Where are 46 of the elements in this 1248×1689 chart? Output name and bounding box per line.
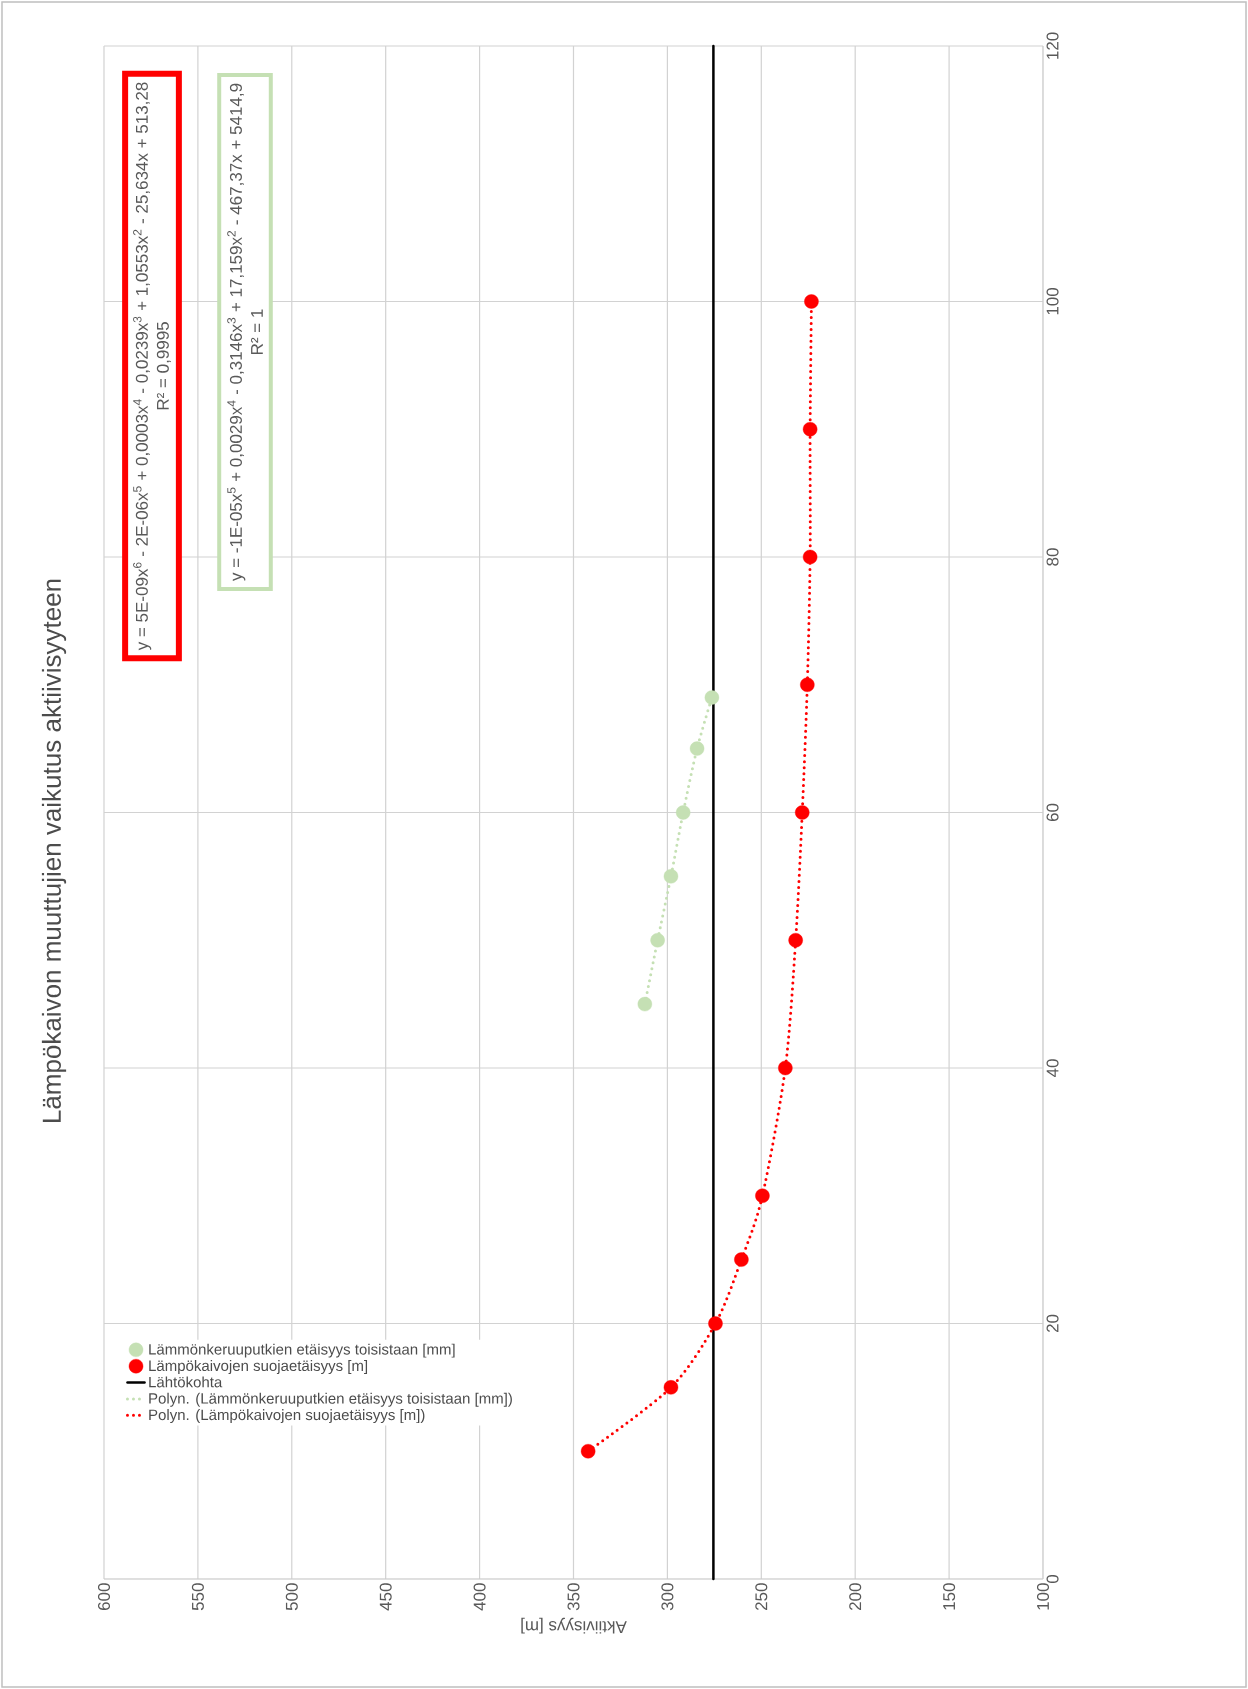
- point: [675, 805, 691, 820]
- point: [708, 1316, 723, 1331]
- x-tick-label: 250: [755, 1583, 768, 1611]
- x-tick-label: 600: [97, 1583, 111, 1611]
- annotation: R² = 1: [251, 309, 263, 354]
- y-tick-label: 0: [1046, 1574, 1059, 1584]
- point: [650, 933, 665, 948]
- y-tick-label: 80: [1046, 548, 1059, 566]
- legend-label: Lähtökohta: [149, 1376, 223, 1388]
- y-tick-label: 60: [1046, 803, 1059, 822]
- point: [637, 996, 653, 1012]
- y-tick-label: 120: [1046, 32, 1059, 59]
- point: [800, 677, 815, 692]
- text: Lämpökaivon muuttujien vaikutus aktiivisyyteen: [41, 579, 67, 1122]
- x-tick-label: 300: [661, 1583, 674, 1611]
- point: [804, 294, 819, 309]
- point: [734, 1252, 749, 1267]
- point: [802, 422, 818, 437]
- y-tick-label: 40: [1046, 1059, 1059, 1078]
- x-tick-label: 450: [379, 1583, 392, 1611]
- point: [580, 1444, 596, 1459]
- x-tick-label: 350: [567, 1583, 580, 1611]
- x-tick-label: 550: [191, 1583, 204, 1611]
- x-tick-label: 500: [285, 1583, 298, 1611]
- x-tick-label: 200: [849, 1583, 862, 1611]
- legend-label: Polyn. (Lämpökaivojen suojaetäisyys [m]): [149, 1409, 425, 1424]
- point: [795, 805, 810, 820]
- x-axis-title: Aktiivisyys [m]: [521, 1617, 627, 1634]
- legend-label: Lämpökaivojen suojaetäisyys [m]: [149, 1360, 368, 1374]
- x-tick-label: 400: [473, 1583, 486, 1611]
- point: [663, 869, 679, 884]
- x-tick-label: 150: [943, 1583, 956, 1610]
- legend-label: Lämmönkeruuputkien etäisyys toisistaan [mm]: [149, 1343, 455, 1358]
- y-tick-label: 100: [1046, 287, 1059, 315]
- annotation: R² = 0,9995: [156, 322, 171, 410]
- point: [755, 1188, 770, 1203]
- point: [778, 1060, 793, 1076]
- text: y = 5E-09x$^{6}$ - 2E-06x$^{5}$ + 0,0003x$^{4}$ - 0,0239x$^{3}$ + 1,0553x$^{2}$ - 25,634x + 513,28: [133, 82, 152, 651]
- y-tick-label: 20: [1046, 1314, 1059, 1333]
- point: [802, 549, 818, 565]
- point: [704, 690, 720, 705]
- point: [689, 741, 705, 756]
- point: [663, 1380, 679, 1395]
- point: [788, 933, 803, 948]
- legend-label: Polyn. (Lämmönkeruuputkien etäisyys toisistaan [mm]): [149, 1392, 512, 1407]
- text: y = -1E-05x$^{5}$ + 0,0029x$^{4}$ - 0,3146x$^{3}$ + 17,159x$^{2}$ - 467,37x + 5414,9: [227, 83, 246, 582]
